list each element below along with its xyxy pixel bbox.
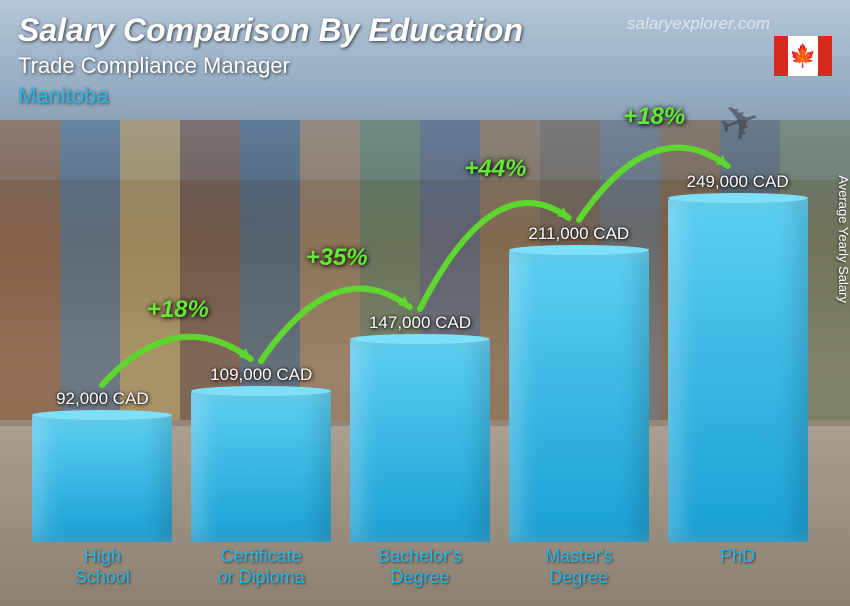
bar xyxy=(350,339,490,542)
flag-right-bar xyxy=(818,36,832,76)
bar-value-label: 147,000 CAD xyxy=(369,313,471,333)
bar xyxy=(191,391,331,542)
watermark: salaryexplorer.com xyxy=(627,14,770,34)
bar-value-label: 92,000 CAD xyxy=(56,389,149,409)
x-label: Certificateor Diploma xyxy=(189,546,334,590)
bar-wrap: 147,000 CAD xyxy=(348,313,493,542)
y-axis-label: Average Yearly Salary xyxy=(837,175,850,303)
increase-pct-label: +35% xyxy=(306,244,368,272)
bar-top-cap xyxy=(509,245,649,255)
bar-value-label: 211,000 CAD xyxy=(528,224,629,244)
x-label: Master'sDegree xyxy=(506,546,651,590)
canada-flag-icon: 🍁 xyxy=(774,36,832,76)
bar-value-label: 249,000 CAD xyxy=(687,172,789,192)
x-label: PhD xyxy=(665,546,810,590)
increase-pct-label: +18% xyxy=(623,103,685,131)
x-labels-container: HighSchool Certificateor Diploma Bachelor'… xyxy=(30,546,810,590)
x-label: HighSchool xyxy=(30,546,175,590)
bar-value-label: 109,000 CAD xyxy=(210,365,312,385)
flag-left-bar xyxy=(774,36,788,76)
increase-pct-label: +18% xyxy=(147,296,209,324)
x-label: Bachelor'sDegree xyxy=(348,546,493,590)
bar-wrap: 249,000 CAD xyxy=(665,172,810,542)
bar xyxy=(509,250,649,542)
bar-top-cap xyxy=(350,334,490,344)
bar-wrap: 92,000 CAD xyxy=(30,389,175,542)
bar-top-cap xyxy=(32,410,172,420)
flag-maple-leaf-icon: 🍁 xyxy=(788,36,818,76)
job-title: Trade Compliance Manager xyxy=(18,53,832,79)
bar-top-cap xyxy=(668,193,808,203)
bar-wrap: 211,000 CAD xyxy=(506,224,651,542)
region-label: Manitoba xyxy=(18,83,832,109)
bar-wrap: 109,000 CAD xyxy=(189,365,334,542)
salary-bar-chart: 92,000 CAD 109,000 CAD 147,000 CAD 211,000 … xyxy=(30,120,810,590)
bar xyxy=(32,415,172,542)
increase-pct-label: +44% xyxy=(464,155,526,183)
bar xyxy=(668,198,808,542)
bars-container: 92,000 CAD 109,000 CAD 147,000 CAD 211,000 … xyxy=(30,120,810,542)
bar-top-cap xyxy=(191,386,331,396)
